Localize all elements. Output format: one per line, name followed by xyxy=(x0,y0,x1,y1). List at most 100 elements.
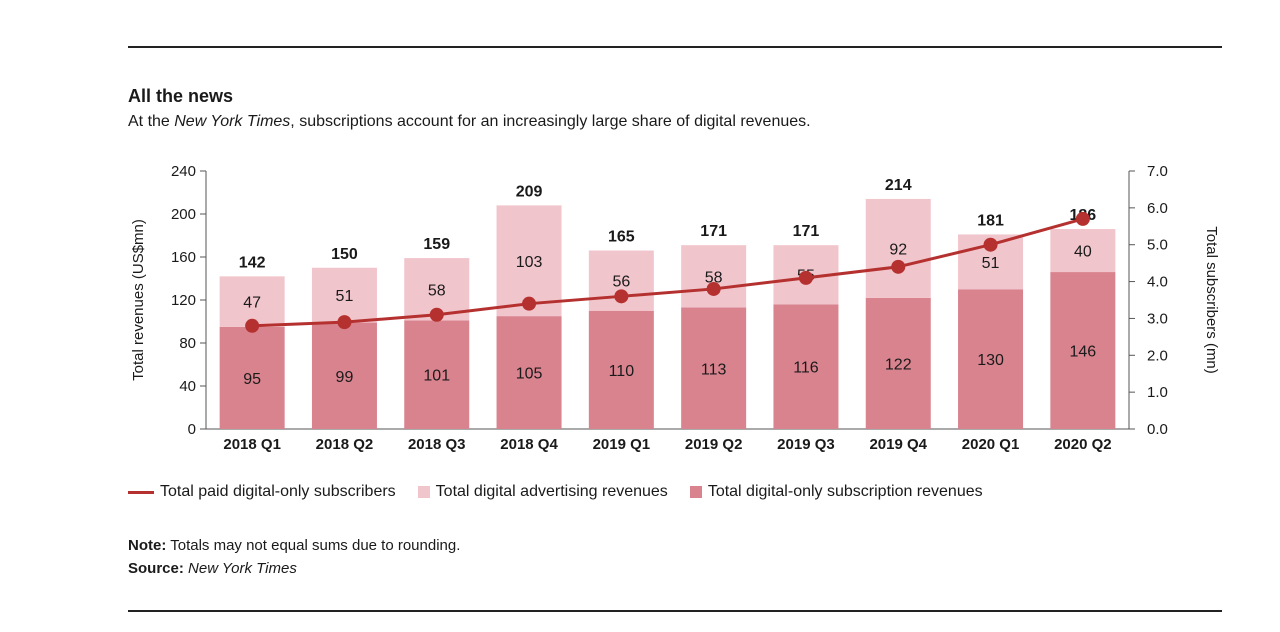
line-point-subscribers xyxy=(522,296,537,311)
line-point-subscribers xyxy=(245,318,260,333)
bar-total-label: 209 xyxy=(516,183,543,200)
chart-title: All the news xyxy=(128,86,234,106)
bar-label-subscription: 130 xyxy=(977,352,1004,369)
x-tick-label: 2020 Q1 xyxy=(962,436,1020,453)
x-tick-label: 2019 Q2 xyxy=(685,436,743,453)
y-tick-label-left: 160 xyxy=(171,249,196,266)
y-tick-label-left: 0 xyxy=(188,421,196,438)
bar-label-subscription: 113 xyxy=(701,361,727,378)
line-point-subscribers xyxy=(337,315,352,330)
legend-label-subscription: Total digital-only subscription revenues xyxy=(707,483,983,500)
x-tick-label: 2019 Q1 xyxy=(593,436,651,453)
legend-label-subscribers: Total paid digital-only subscribers xyxy=(160,483,396,500)
bar-advertising xyxy=(1050,229,1116,273)
bar-advertising xyxy=(311,267,377,323)
bar-total-label: 171 xyxy=(793,223,820,240)
note-text: Totals may not equal sums due to roundin… xyxy=(166,537,461,554)
bar-label-subscription: 110 xyxy=(609,363,635,380)
x-tick-label: 2018 Q3 xyxy=(408,436,466,453)
bar-subscription xyxy=(773,304,839,429)
bar-label-advertising: 56 xyxy=(612,274,630,291)
legend-subscription-swatch xyxy=(689,486,702,498)
line-point-subscribers xyxy=(429,307,444,322)
line-point-subscribers xyxy=(891,259,906,274)
note-line: Note: Totals may not equal sums due to r… xyxy=(128,534,460,557)
bar-label-advertising: 51 xyxy=(982,255,1000,272)
y-tick-label-right: 7.0 xyxy=(1147,163,1168,180)
bar-label-advertising: 58 xyxy=(428,282,446,299)
line-subscribers xyxy=(252,217,1084,328)
bar-total-label: 150 xyxy=(331,246,358,263)
bar-label-subscription: 95 xyxy=(243,371,261,388)
bar-subscription xyxy=(681,307,747,429)
y-tick-label-left: 200 xyxy=(171,206,196,223)
source-line: Source: New York Times xyxy=(128,557,460,580)
bar-total-label: 142 xyxy=(239,254,266,271)
bar-total-label: 171 xyxy=(700,223,727,240)
x-tick-label: 2020 Q2 xyxy=(1054,436,1112,453)
legend-item-subscription: Total digital-only subscription revenues xyxy=(689,483,983,501)
bar-label-advertising: 92 xyxy=(889,241,907,258)
bar-subscription xyxy=(1050,272,1116,429)
legend-item-advertising: Total digital advertising revenues xyxy=(417,483,668,501)
subtitle-italic: New York Times xyxy=(174,113,291,130)
bar-label-advertising: 103 xyxy=(516,254,543,271)
bar-subscription xyxy=(588,310,654,429)
bar-subscription xyxy=(311,322,377,429)
bar-label-subscription: 101 xyxy=(423,368,450,385)
bar-label-subscription: 99 xyxy=(336,369,354,386)
y-tick-label-right: 6.0 xyxy=(1147,200,1168,217)
y-tick-label-right: 0.0 xyxy=(1147,421,1168,438)
y-tick-label-left: 80 xyxy=(179,335,196,352)
line-point-subscribers xyxy=(983,237,998,252)
bar-label-advertising: 58 xyxy=(705,269,723,286)
subtitle-suffix: , subscriptions account for an increasin… xyxy=(290,113,811,130)
bar-label-advertising: 47 xyxy=(243,295,261,312)
line-point-subscribers xyxy=(1075,211,1090,226)
notes: Note: Totals may not equal sums due to r… xyxy=(128,534,460,580)
y-tick-label-left: 120 xyxy=(171,292,196,309)
y-axis-title-right: Total subscribers (mn) xyxy=(1203,226,1220,374)
bar-subscription xyxy=(958,289,1024,429)
bar-label-subscription: 146 xyxy=(1069,344,1096,361)
bar-label-subscription: 105 xyxy=(516,366,543,383)
line-point-subscribers xyxy=(614,289,629,304)
bar-advertising xyxy=(219,276,285,327)
x-tick-label: 2019 Q3 xyxy=(777,436,835,453)
bar-total-label: 165 xyxy=(608,229,635,246)
x-tick-label: 2018 Q4 xyxy=(500,436,558,453)
y-tick-label-right: 1.0 xyxy=(1147,384,1168,401)
bar-label-advertising: 51 xyxy=(336,288,354,305)
y-tick-label-left: 40 xyxy=(179,378,196,395)
note-label: Note: xyxy=(128,537,167,554)
y-tick-label-left: 240 xyxy=(171,163,196,180)
y-tick-label-right: 4.0 xyxy=(1147,274,1168,291)
bar-subscription xyxy=(865,297,931,429)
x-tick-label: 2018 Q2 xyxy=(316,436,374,453)
bar-advertising xyxy=(865,198,931,298)
y-axis-title-left: Total revenues (US$mn) xyxy=(130,219,147,381)
bar-label-advertising: 40 xyxy=(1074,244,1092,261)
line-point-subscribers xyxy=(706,281,721,296)
bottom-rule xyxy=(128,610,1222,612)
y-tick-label-right: 2.0 xyxy=(1147,347,1168,364)
top-rule xyxy=(128,46,1222,48)
bar-subscription xyxy=(404,320,470,429)
bar-subscription xyxy=(496,316,562,429)
bar-label-subscription: 122 xyxy=(885,356,912,373)
source-text: New York Times xyxy=(188,560,297,577)
source-label: Source: xyxy=(128,560,184,577)
y-tick-label-right: 5.0 xyxy=(1147,237,1168,254)
bar-label-subscription: 116 xyxy=(793,360,819,377)
bar-subscription xyxy=(219,326,285,429)
bar-total-label: 181 xyxy=(977,212,1004,229)
legend-label-advertising: Total digital advertising revenues xyxy=(435,483,668,500)
y-tick-label-right: 3.0 xyxy=(1147,310,1168,327)
x-tick-label: 2018 Q1 xyxy=(223,436,281,453)
bar-total-label: 159 xyxy=(423,236,450,253)
bar-advertising xyxy=(681,245,747,308)
bar-total-label: 214 xyxy=(885,177,912,194)
legend-item-subscribers: Total paid digital-only subscribers xyxy=(128,483,396,501)
subtitle-prefix: At the xyxy=(128,113,175,130)
x-tick-label: 2019 Q4 xyxy=(869,436,927,453)
